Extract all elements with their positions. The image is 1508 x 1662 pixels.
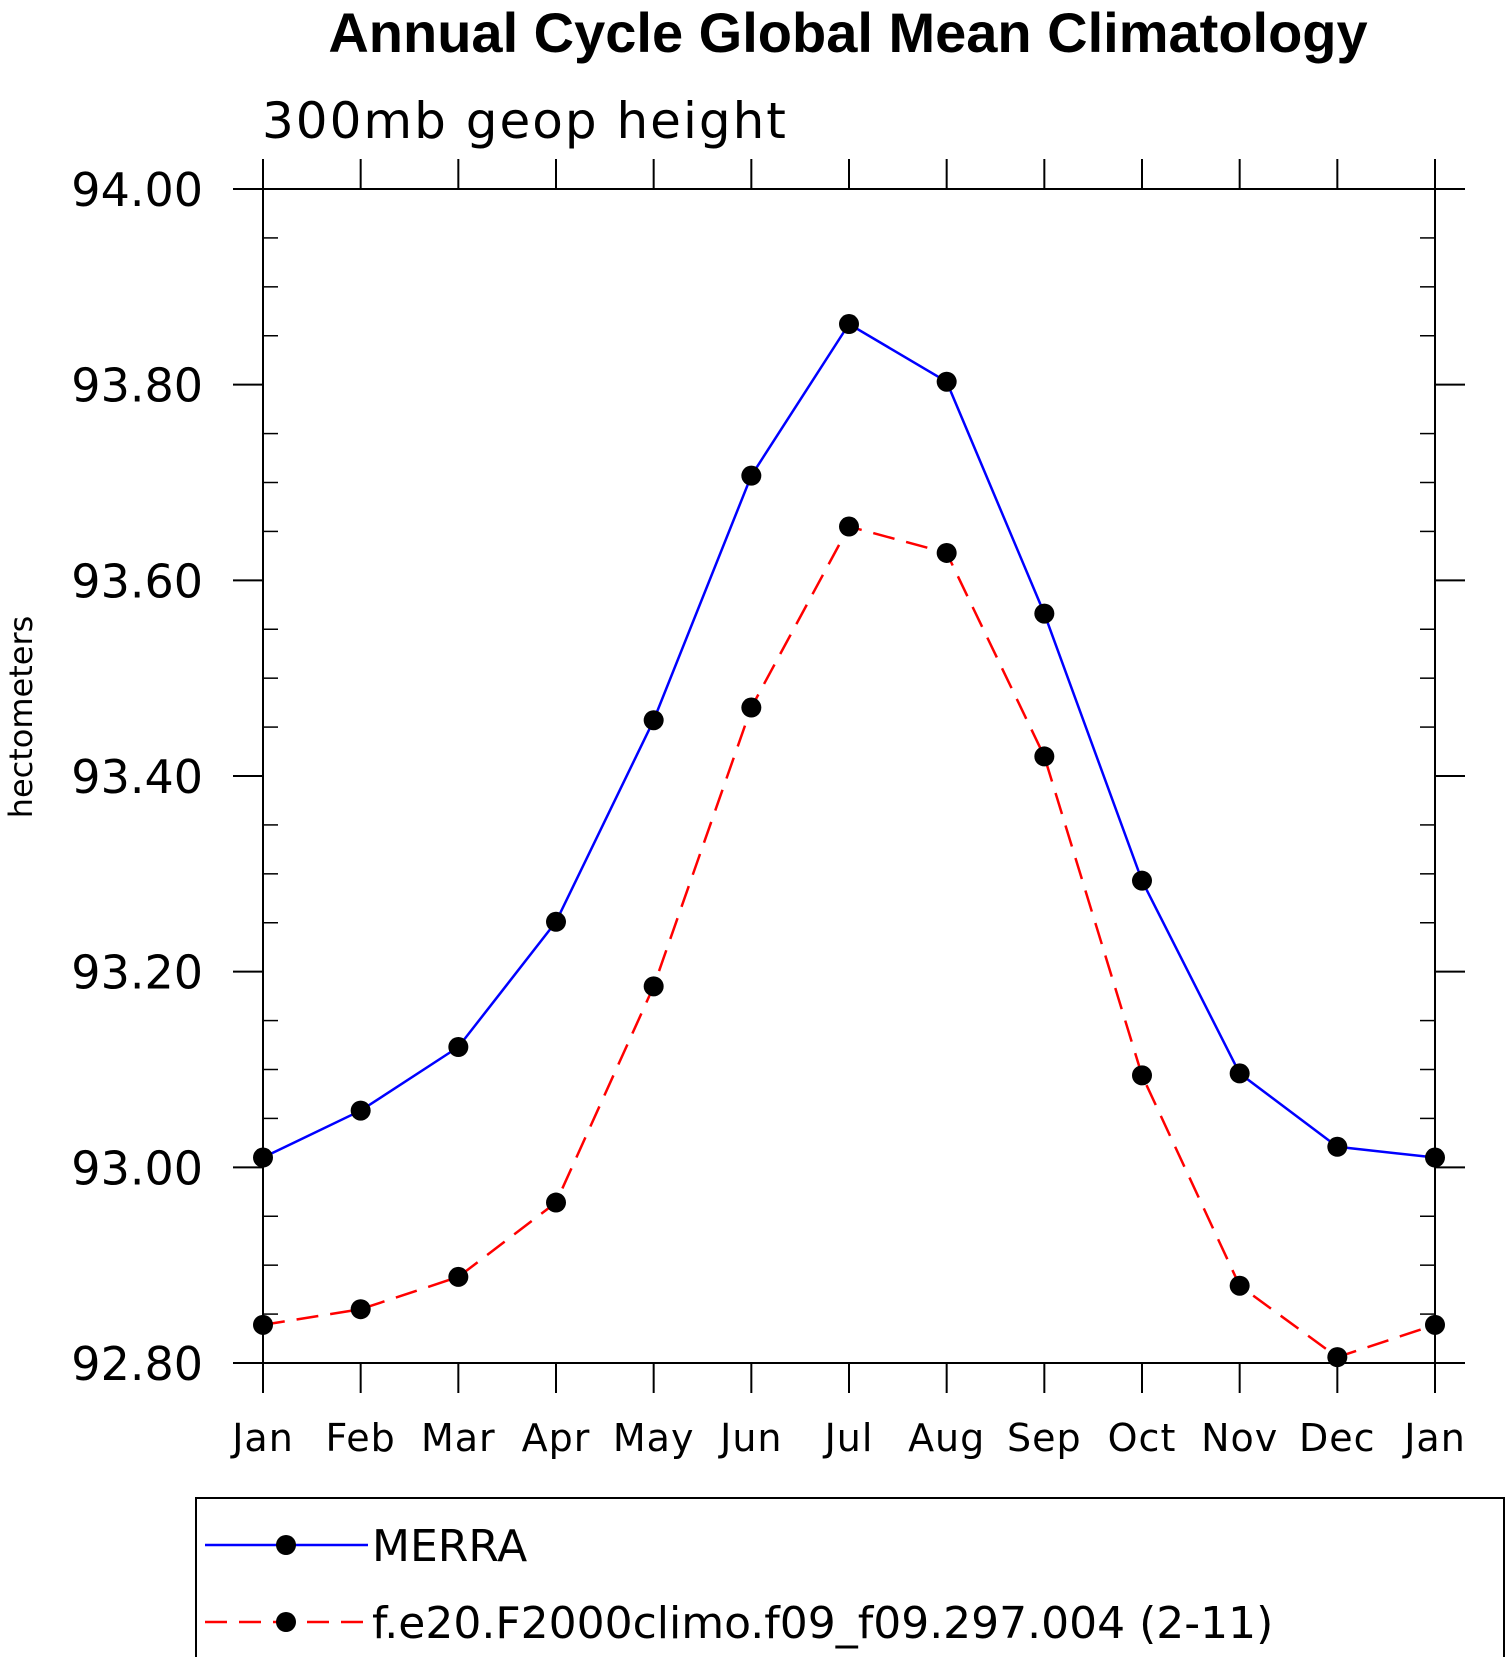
y-tick-label: 93.40 [71, 750, 203, 804]
x-tick-label: Aug [908, 1416, 985, 1460]
y-tick-label: 93.20 [71, 946, 203, 1000]
data-point [1229, 1063, 1250, 1084]
x-tick-label: Jul [823, 1416, 874, 1460]
data-point [741, 697, 762, 718]
data-point [253, 1147, 273, 1168]
data-point [936, 542, 957, 563]
x-tick-label: Sep [1007, 1416, 1082, 1460]
data-point [448, 1036, 469, 1057]
data-point [839, 516, 859, 537]
x-tick-label: Jan [1402, 1416, 1466, 1460]
x-tick-label: Oct [1108, 1416, 1177, 1460]
x-tick-label: Mar [421, 1416, 496, 1460]
y-tick-label: 94.00 [71, 163, 203, 217]
x-tick-label: May [613, 1416, 695, 1460]
data-point [1327, 1347, 1348, 1368]
y-tick-label: 93.80 [71, 359, 203, 413]
data-point [643, 710, 664, 731]
data-point [1034, 603, 1055, 624]
data-point [350, 1299, 371, 1320]
data-point [741, 465, 762, 486]
data-point [1034, 746, 1055, 767]
legend-marker [276, 1612, 296, 1632]
legend: MERRA f.e20.F2000climo.f09_f09.297.004 (2… [205, 1521, 1273, 1649]
data-point [936, 371, 957, 392]
x-tick-label: Dec [1299, 1416, 1376, 1460]
y-tick-label: 92.80 [71, 1337, 203, 1391]
chart-title: Annual Cycle Global Mean Climatology [328, 1, 1367, 64]
data-point [1229, 1275, 1250, 1296]
data-point [643, 976, 664, 997]
y-tick-label: 93.60 [71, 554, 203, 608]
data-point [1132, 1065, 1152, 1086]
legend-marker [276, 1535, 296, 1555]
data-point [546, 1192, 566, 1213]
chart-subtitle: 300mb geop height [262, 92, 788, 150]
data-point [1132, 870, 1152, 891]
data-point [1327, 1136, 1348, 1157]
data-point [253, 1314, 273, 1335]
series-line-1 [262, 322, 1436, 1159]
series-layer [253, 314, 1445, 1368]
data-point [448, 1266, 469, 1287]
x-tick-label: Nov [1201, 1416, 1278, 1460]
legend-label-2: f.e20.F2000climo.f09_f09.297.004 (2-11) [372, 1598, 1273, 1649]
legend-label-1: MERRA [372, 1521, 527, 1572]
y-tick-label: 93.00 [71, 1141, 203, 1195]
series-line-2 [262, 525, 1436, 1359]
x-tick-label: Feb [326, 1416, 396, 1460]
x-tick-label: Apr [522, 1416, 591, 1460]
legend-box [195, 1497, 1505, 1662]
x-tick-label: Jun [718, 1416, 782, 1460]
plot-frame [262, 188, 1436, 1364]
x-tick-label: Jan [230, 1416, 294, 1460]
y-axis-label: hectometers [2, 616, 40, 819]
data-point [546, 911, 566, 932]
data-point [1425, 1314, 1445, 1335]
axis-ticks: Jan Feb Mar Apr May Jun Jul Aug Sep Oct Nov Dec Jan 9… [71, 159, 1465, 1460]
data-point [1425, 1147, 1445, 1168]
data-point [839, 314, 859, 335]
data-point [350, 1100, 371, 1121]
